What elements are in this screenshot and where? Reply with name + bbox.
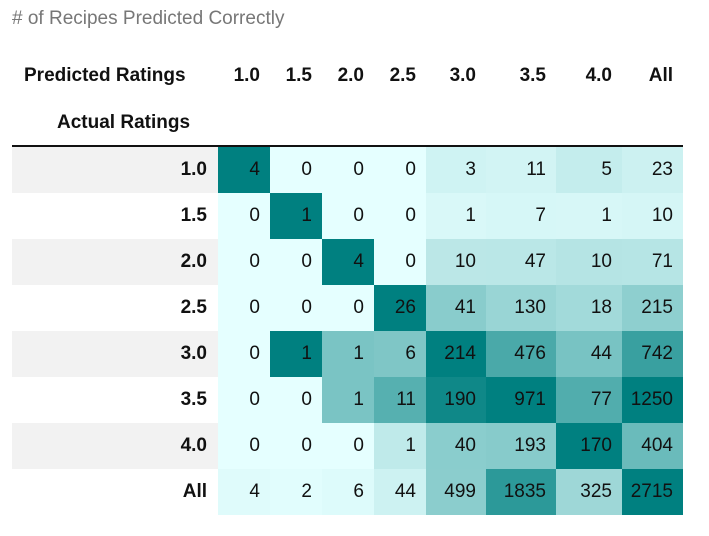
- row-stripe: [12, 423, 218, 469]
- heatmap-cell: 40: [426, 423, 486, 469]
- heatmap-cell: 10: [622, 193, 683, 239]
- heatmap-cell: 44: [374, 469, 426, 515]
- column-label: 2.5: [389, 65, 416, 86]
- heatmap-cell: 0: [322, 285, 374, 331]
- column-label: 1.5: [285, 65, 312, 86]
- row-stripe: [12, 147, 218, 193]
- heatmap-cell: 499: [426, 469, 486, 515]
- heatmap-cell: 742: [622, 331, 683, 377]
- row-label: 2.0: [180, 251, 207, 272]
- heatmap-cell: 77: [556, 377, 622, 423]
- column-header-label: Predicted Ratings: [24, 65, 186, 86]
- heatmap-cell: 44: [556, 331, 622, 377]
- heatmap-cell: 2: [270, 469, 322, 515]
- heatmap-cell: 190: [426, 377, 486, 423]
- heatmap-cell: 214: [426, 331, 486, 377]
- column-label: 1.0: [233, 65, 260, 86]
- row-label: 1.0: [180, 159, 207, 180]
- row-label: 4.0: [180, 435, 207, 456]
- heatmap-cell: 0: [270, 377, 322, 423]
- column-label: 2.0: [337, 65, 364, 86]
- heatmap-cell: 0: [374, 193, 426, 239]
- row-label: 3.5: [180, 389, 207, 410]
- row-label: 3.0: [180, 343, 207, 364]
- heatmap-cell: 0: [322, 147, 374, 193]
- heatmap-cell: 1: [322, 377, 374, 423]
- heatmap-cell: 971: [486, 377, 556, 423]
- heatmap-cell: 0: [218, 193, 270, 239]
- heatmap-cell: 5: [556, 147, 622, 193]
- heatmap-cell: 0: [270, 285, 322, 331]
- heatmap-cell: 0: [218, 285, 270, 331]
- heatmap-cell: 2715: [622, 469, 683, 515]
- row-stripe: [12, 331, 218, 377]
- heatmap-cell: 0: [218, 377, 270, 423]
- heatmap-cell: 0: [270, 147, 322, 193]
- heatmap-cell: 10: [556, 239, 622, 285]
- heatmap-cell: 4: [218, 147, 270, 193]
- heatmap-cell: 1: [374, 423, 426, 469]
- heatmap-cell: 215: [622, 285, 683, 331]
- heatmap-cell: 193: [486, 423, 556, 469]
- heatmap-cell: 130: [486, 285, 556, 331]
- heatmap-cell: 0: [218, 239, 270, 285]
- heatmap-cell: 0: [270, 239, 322, 285]
- column-label: 4.0: [585, 65, 612, 86]
- heatmap-cell: 6: [374, 331, 426, 377]
- column-label: 3.0: [449, 65, 476, 86]
- heatmap-cell: 1: [322, 331, 374, 377]
- heatmap-cell: 11: [486, 147, 556, 193]
- heatmap-cell: 0: [270, 423, 322, 469]
- heatmap-cell: 0: [374, 147, 426, 193]
- heatmap-cell: 47: [486, 239, 556, 285]
- heatmap-cell: 3: [426, 147, 486, 193]
- heatmap-cell: 11: [374, 377, 426, 423]
- heatmap-cell: 1835: [486, 469, 556, 515]
- heatmap-cell: 41: [426, 285, 486, 331]
- heatmap-cell: 10: [426, 239, 486, 285]
- heatmap-cell: 26: [374, 285, 426, 331]
- heatmap-cell: 1: [270, 193, 322, 239]
- heatmap-cell: 71: [622, 239, 683, 285]
- heatmap-cell: 404: [622, 423, 683, 469]
- column-label: 3.5: [519, 65, 546, 86]
- chart-caption: # of Recipes Predicted Correctly: [12, 8, 285, 29]
- heatmap-cell: 4: [218, 469, 270, 515]
- heatmap-cell: 0: [218, 423, 270, 469]
- heatmap-cell: 6: [322, 469, 374, 515]
- heatmap-cell: 1: [270, 331, 322, 377]
- heatmap-cell: 18: [556, 285, 622, 331]
- heatmap-cell: 170: [556, 423, 622, 469]
- row-label: 2.5: [180, 297, 207, 318]
- row-stripe: [12, 239, 218, 285]
- header-rule: [12, 145, 683, 147]
- heatmap-cell: 1: [556, 193, 622, 239]
- heatmap-cell: 0: [322, 193, 374, 239]
- heatmap-cell: 4: [322, 239, 374, 285]
- heatmap-cell: 1: [426, 193, 486, 239]
- heatmap-cell: 7: [486, 193, 556, 239]
- row-label: 1.5: [180, 205, 207, 226]
- heatmap-cell: 325: [556, 469, 622, 515]
- heatmap-cell: 0: [218, 331, 270, 377]
- heatmap-cell: 0: [322, 423, 374, 469]
- column-label: All: [648, 65, 673, 86]
- row-header-label: Actual Ratings: [57, 112, 191, 133]
- heatmap-cell: 1250: [622, 377, 683, 423]
- heatmap-cell: 23: [622, 147, 683, 193]
- row-label: All: [182, 481, 207, 502]
- heatmap-cell: 476: [486, 331, 556, 377]
- heatmap-cell: 0: [374, 239, 426, 285]
